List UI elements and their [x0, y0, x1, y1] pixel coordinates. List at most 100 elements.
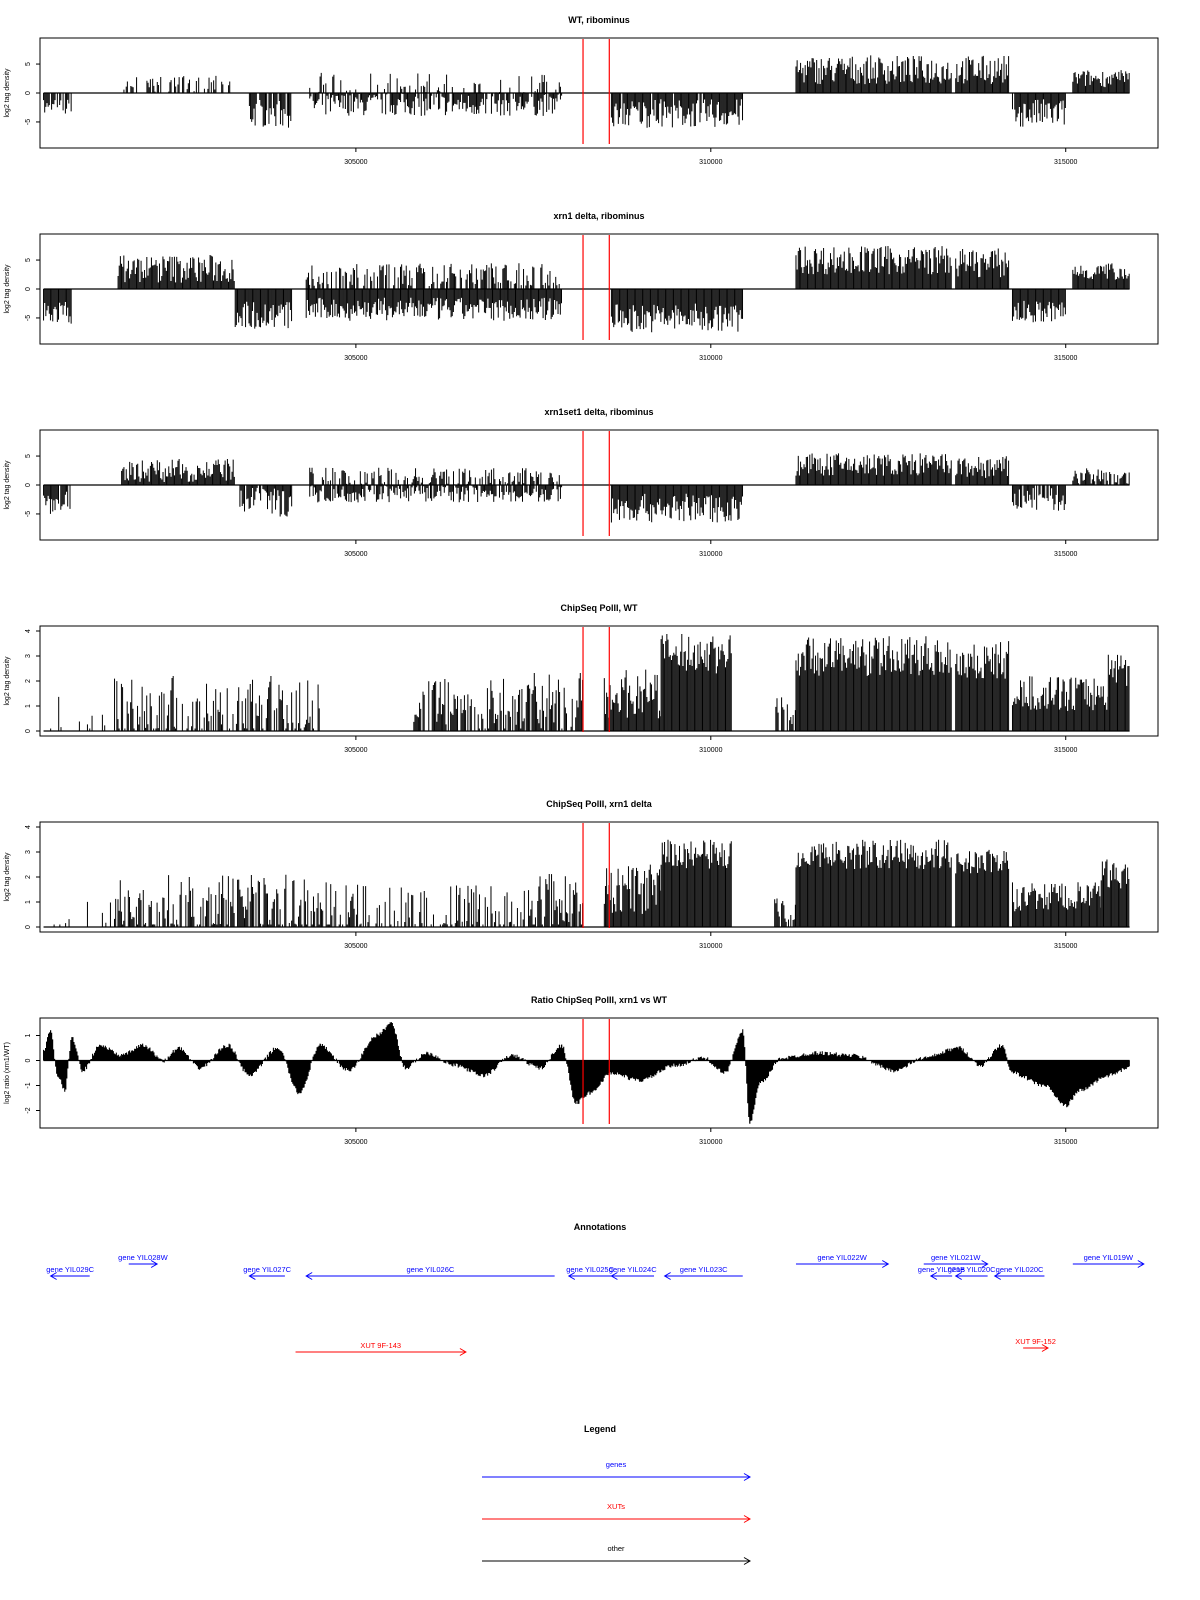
bar-group [610, 93, 744, 128]
data-segment [1011, 676, 1109, 731]
chart-panel-2: xrn1 delta, ribominus log2 tag density -5 0… [4, 211, 1159, 362]
bar-group [955, 248, 1010, 289]
bar-group [955, 641, 1010, 731]
xut-feature-label: XUT 9F-152 [1015, 1337, 1056, 1346]
chart-panel-5: ChipSeq PolII, xrn1 delta log2 tag densit… [4, 799, 1159, 950]
y-tick-label: 4 [25, 825, 32, 829]
bar-group [309, 93, 563, 116]
arrowhead [567, 1272, 576, 1280]
bar-group [1072, 468, 1130, 485]
plot-frame [39, 1017, 1159, 1129]
x-tick-label: 310000 [699, 355, 722, 362]
gene-feature[interactable]: gene YIL029C [46, 1265, 95, 1280]
x-tick-label: 310000 [699, 1139, 722, 1146]
gene-feature[interactable]: gene YIL025C [566, 1265, 615, 1280]
legend-title: Legend [584, 1424, 616, 1434]
xut-feature-label: XUT 9F-143 [360, 1341, 401, 1350]
bar-group [335, 884, 525, 927]
bar-group [1011, 676, 1109, 731]
gene-feature[interactable]: gene YIL024C [609, 1265, 657, 1280]
data-segment [955, 849, 1010, 927]
data-segment [660, 634, 732, 731]
gene-feature[interactable]: gene YIL028W [118, 1253, 169, 1268]
x-tick-label: 305000 [344, 943, 367, 950]
arrowhead [150, 1260, 159, 1268]
y-axis-label: log2 ratio (xrn1/WT) [4, 1042, 11, 1104]
y-axis: 0 1 2 3 4 [25, 825, 40, 929]
chart-panel-3: xrn1set1 delta, ribominus log2 tag densit… [4, 407, 1159, 558]
y-axis-label: log2 tag density [4, 68, 11, 118]
bar-group [610, 485, 744, 523]
y-axis-label: log2 tag density [4, 852, 11, 902]
data-segment [795, 636, 952, 731]
gene-feature-label: gene YIL019W [1084, 1253, 1134, 1262]
data-segment [1011, 882, 1102, 927]
chart-panel-6: Ratio ChipSeq PolII, xrn1 vs WT log2 rati… [4, 995, 1159, 1146]
bar-group [305, 263, 560, 289]
data-segment [1072, 70, 1130, 93]
arrowhead [993, 1272, 1001, 1280]
bar-group [43, 93, 72, 114]
y-axis: -5 0 5 [25, 454, 40, 517]
xut-feature[interactable]: XUT 9F-152 [1015, 1337, 1056, 1352]
bar-group [795, 636, 952, 731]
x-tick-label: 315000 [1054, 551, 1077, 558]
bar-group [123, 75, 231, 93]
bar-group [1107, 654, 1130, 731]
chart-title: xrn1 delta, ribominus [553, 211, 644, 221]
arrowhead [882, 1260, 890, 1268]
gene-feature[interactable]: gene YIL022W [795, 1253, 890, 1268]
gene-feature[interactable]: gene YIL021W [923, 1253, 989, 1268]
arrowhead [248, 1272, 256, 1280]
y-tick-label: -2 [25, 1107, 32, 1113]
gene-feature[interactable]: gene YIL021B [918, 1265, 965, 1280]
data-series [43, 634, 1130, 732]
gene-feature[interactable]: gene YIL020C [993, 1265, 1045, 1280]
xut-feature[interactable]: XUT 9F-143 [295, 1341, 467, 1356]
data-segment [309, 72, 561, 93]
bar-group [309, 467, 560, 485]
bar-group [795, 453, 952, 485]
data-segment [1072, 263, 1130, 289]
data-segment [525, 672, 584, 731]
gene-feature-label: gene YIL020C [996, 1265, 1044, 1274]
data-segment [603, 669, 662, 731]
x-tick-label: 305000 [344, 747, 367, 754]
bar-group [603, 669, 662, 731]
bar-group [603, 864, 662, 927]
data-segment [1100, 859, 1130, 927]
y-tick-label: 3 [25, 850, 32, 854]
data-segment [610, 289, 744, 333]
y-tick-label: 1 [25, 1033, 32, 1037]
x-tick-label: 305000 [344, 551, 367, 558]
x-tick-label: 310000 [699, 159, 722, 166]
x-tick-label: 310000 [699, 551, 722, 558]
y-tick-label: 0 [25, 1058, 32, 1062]
gene-feature[interactable]: gene YIL027C [243, 1265, 292, 1280]
legend-item: XUTs [482, 1502, 751, 1523]
bar-group [1072, 263, 1130, 289]
x-tick-label: 315000 [1054, 159, 1077, 166]
bar-group [248, 93, 292, 128]
gene-feature[interactable]: gene YIL023C [663, 1265, 743, 1280]
y-tick-label: 0 [25, 925, 32, 929]
gene-feature[interactable]: gene YIL026C [305, 1265, 555, 1280]
arrowhead [459, 1348, 467, 1356]
data-segment [309, 467, 560, 485]
y-tick-label: 4 [25, 629, 32, 633]
bar-group [309, 485, 563, 503]
data-segment [309, 485, 563, 503]
bar-group [1100, 859, 1130, 927]
chart-title: ChipSeq PolII, xrn1 delta [546, 799, 653, 809]
gene-feature[interactable]: gene YIL019W [1072, 1253, 1145, 1268]
bar-group [528, 874, 584, 927]
bar-group [305, 289, 562, 321]
gene-feature-label: gene YIL029C [46, 1265, 94, 1274]
gene-feature[interactable]: gene YIL020C [948, 1265, 996, 1280]
data-segment [795, 453, 952, 485]
bar-group [239, 485, 293, 517]
ratio-area [43, 1022, 1130, 1124]
bar-group [413, 678, 525, 731]
arrowhead [663, 1272, 671, 1280]
arrowhead [305, 1272, 313, 1280]
